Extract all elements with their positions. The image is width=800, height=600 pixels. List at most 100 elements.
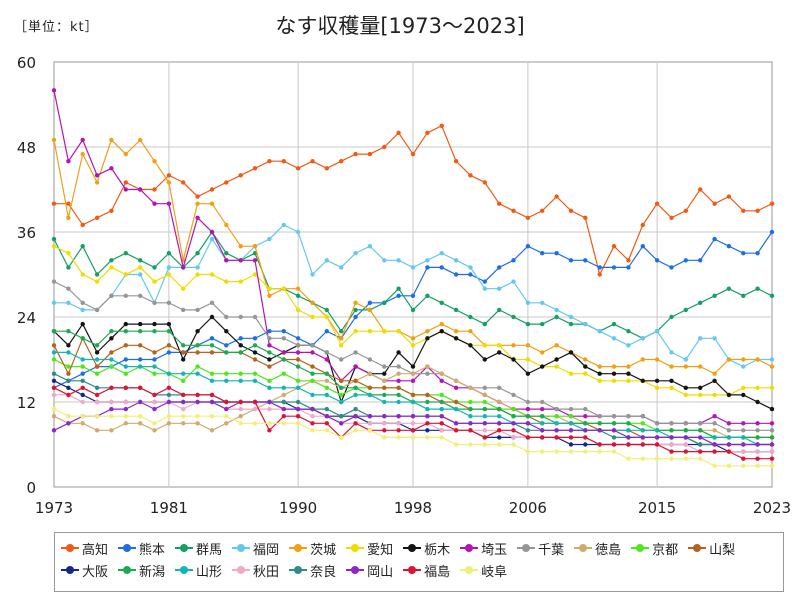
data-point <box>80 300 85 305</box>
data-point <box>238 421 243 426</box>
data-point <box>238 258 243 263</box>
data-point <box>597 449 602 454</box>
data-point <box>109 137 114 143</box>
data-point <box>209 272 215 277</box>
data-point <box>712 421 717 426</box>
data-point <box>568 406 574 412</box>
data-point <box>410 414 416 419</box>
data-point <box>468 385 473 390</box>
data-point <box>626 428 631 433</box>
data-point <box>382 414 387 419</box>
data-point <box>597 265 602 270</box>
data-point <box>123 293 128 298</box>
legend-label: 山梨 <box>709 542 736 558</box>
data-point <box>80 378 85 383</box>
data-point <box>339 392 344 398</box>
data-point <box>712 378 717 383</box>
data-point <box>152 159 157 164</box>
data-point <box>138 258 143 263</box>
x-tick-label: 2023 <box>753 499 791 517</box>
data-point <box>166 265 172 270</box>
data-point <box>439 435 444 440</box>
data-point <box>109 399 114 405</box>
data-point <box>396 385 401 390</box>
data-point <box>109 406 114 412</box>
chart-title: なす収穫量[1973～2023] <box>275 14 525 38</box>
data-point <box>511 406 516 412</box>
data-point <box>396 258 401 263</box>
data-point <box>540 428 545 433</box>
data-point <box>497 307 502 313</box>
data-point <box>109 385 114 390</box>
data-point <box>769 406 775 412</box>
data-point <box>482 399 487 405</box>
data-point <box>525 357 531 362</box>
data-point <box>310 314 315 320</box>
data-point <box>252 336 258 341</box>
data-point <box>353 428 358 433</box>
data-point <box>611 449 617 454</box>
data-point <box>209 399 215 405</box>
data-point <box>540 406 545 412</box>
data-point <box>109 265 114 270</box>
legend-swatch <box>175 565 194 575</box>
data-point <box>439 428 444 433</box>
data-point <box>339 343 344 348</box>
data-point <box>80 385 85 390</box>
data-point <box>281 336 286 341</box>
data-point <box>238 350 243 355</box>
data-point <box>482 421 487 426</box>
legend-swatch <box>460 565 479 575</box>
data-point <box>51 406 57 412</box>
data-point <box>669 385 674 390</box>
data-point <box>252 343 258 348</box>
data-point <box>769 357 775 362</box>
data-point <box>252 314 258 320</box>
data-point <box>497 343 502 348</box>
legend-swatch <box>118 543 137 553</box>
data-point <box>80 321 85 327</box>
data-point <box>410 371 416 376</box>
data-point <box>640 222 645 228</box>
data-point <box>123 385 128 390</box>
data-point <box>138 343 143 348</box>
data-point <box>712 442 717 447</box>
data-point <box>741 421 746 426</box>
data-point <box>281 159 286 164</box>
x-tick-label: 1990 <box>279 499 317 517</box>
data-point <box>324 350 329 355</box>
data-point <box>640 421 645 426</box>
data-point <box>238 371 243 376</box>
data-point <box>654 357 660 362</box>
data-point <box>425 399 430 405</box>
data-point <box>295 286 301 291</box>
data-point <box>66 385 71 390</box>
data-point <box>238 343 243 348</box>
data-point <box>511 208 516 213</box>
data-point <box>712 392 717 398</box>
data-point <box>51 385 57 390</box>
data-point <box>80 371 85 376</box>
series-19 <box>51 406 775 468</box>
data-point <box>267 236 272 242</box>
data-point <box>382 421 387 426</box>
data-point <box>66 251 71 256</box>
data-point <box>66 392 71 398</box>
legend-swatch <box>118 565 137 575</box>
data-point <box>396 378 401 383</box>
data-point <box>597 329 602 334</box>
data-point <box>769 229 775 235</box>
data-point <box>252 258 258 263</box>
data-point <box>683 357 688 362</box>
data-point <box>80 151 85 157</box>
data-point <box>181 406 186 412</box>
data-point <box>769 449 775 454</box>
data-point <box>80 357 85 362</box>
data-point <box>367 371 373 376</box>
series-4 <box>51 137 775 376</box>
data-point <box>439 251 444 256</box>
data-point <box>540 321 545 327</box>
legend-label: 栃木 <box>424 542 451 558</box>
data-point <box>482 406 487 412</box>
data-point <box>669 428 674 433</box>
